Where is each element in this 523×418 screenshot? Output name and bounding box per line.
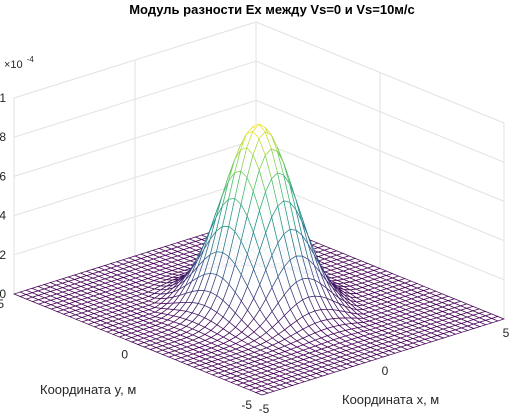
z-tick-label: 1 [0,91,6,105]
y-tick-label: 5 [0,297,4,311]
z-tick-label: 0.2 [0,248,6,262]
z-exponent-label: ×10 -4 [4,55,34,72]
chart-title: Модуль разности Ex между Vs=0 и Vs=10м/с [129,2,415,17]
y-axis-label: Координата y, м [40,382,136,397]
x-axis-label: Координата x, м [342,392,439,407]
z-tick-label: 0.4 [0,209,6,223]
z-tick-label: 0.8 [0,130,6,144]
z-axis-ticks: 0 0.2 0.4 0.6 0.8 1 [0,91,6,301]
y-tick-label: 0 [121,348,128,362]
z-exponent-base: ×10 [4,59,23,71]
surface-mesh [12,123,506,396]
mesh-cell [490,316,506,322]
z-tick-label: 0.6 [0,169,6,183]
x-axis-ticks: -5 0 5 [259,326,510,416]
y-tick-label: -5 [241,398,252,412]
z-exponent-power: -4 [27,55,35,64]
z-tick-label: 0 [0,287,6,301]
y-axis-ticks: -5 0 5 [0,297,252,412]
x-tick-label: 0 [382,364,389,378]
x-tick-label: -5 [259,402,270,416]
x-tick-label: 5 [503,326,510,340]
